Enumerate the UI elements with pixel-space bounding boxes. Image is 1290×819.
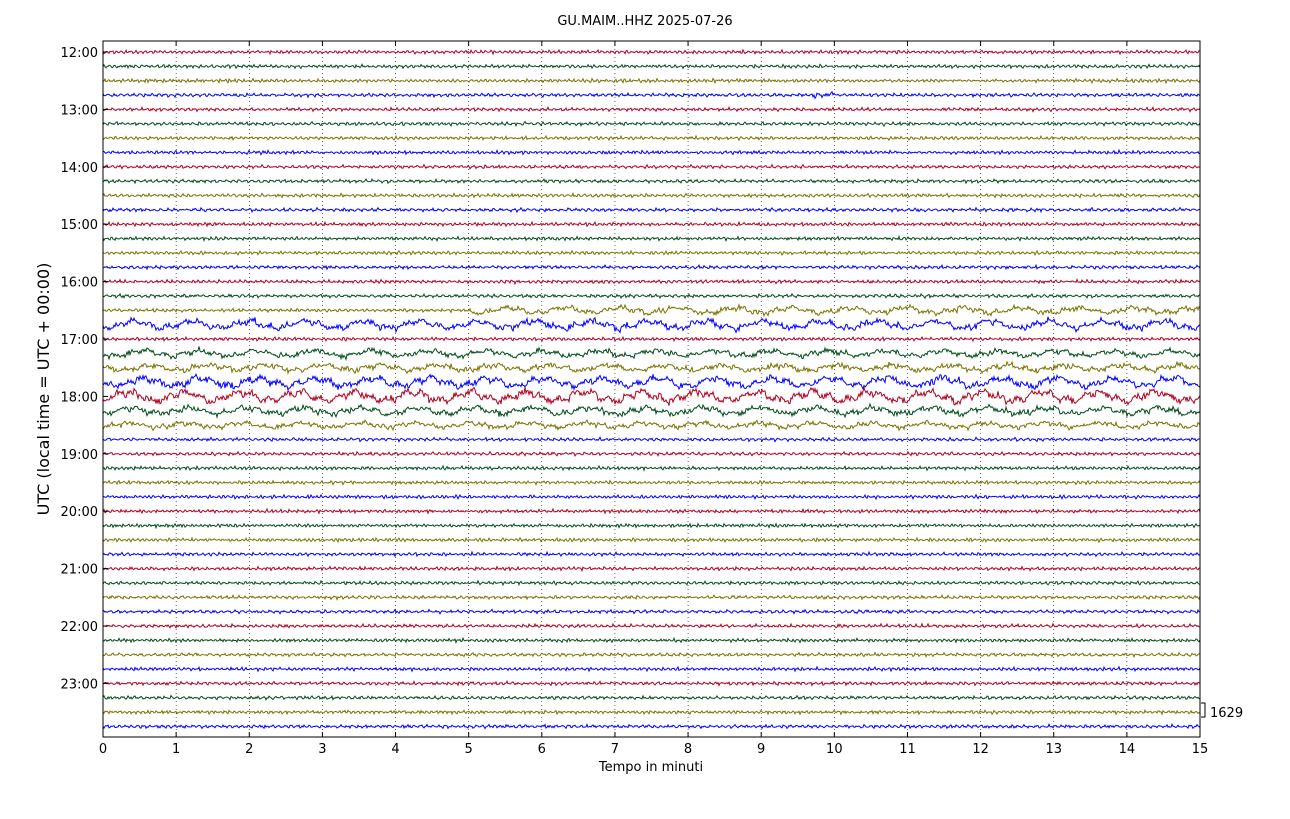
- trace-row-29: [102, 464, 1201, 472]
- x-tick-label-1: 1: [172, 742, 180, 757]
- y-tick-label-12:00: 12:00: [61, 46, 98, 61]
- trace-row-0: [102, 48, 1201, 56]
- x-tick-label-13: 13: [1045, 742, 1062, 757]
- trace-row-19: [102, 315, 1201, 334]
- y-tick-label-15:00: 15:00: [61, 218, 98, 233]
- trace-row-7: [102, 148, 1201, 156]
- trace-row-5: [102, 120, 1201, 128]
- x-tick-label-5: 5: [465, 742, 473, 757]
- y-tick-label-19:00: 19:00: [61, 448, 98, 463]
- trace-row-18: [102, 302, 1201, 318]
- trace-row-39: [102, 608, 1201, 616]
- trace-row-33: [102, 522, 1201, 530]
- trace-row-20: [102, 335, 1201, 343]
- x-axis-ticks: 0 1 2 3 4 5 6 7 8 9 10 11 12 13 14 15: [99, 41, 1208, 757]
- trace-row-14: [102, 249, 1200, 257]
- trace-row-10: [102, 192, 1201, 199]
- x-tick-label-8: 8: [684, 742, 692, 757]
- amplitude-scale-bar: 1629: [1201, 702, 1243, 721]
- trace-row-45: [102, 694, 1201, 702]
- seismic-traces: [102, 48, 1201, 730]
- x-tick-label-3: 3: [318, 742, 326, 757]
- trace-row-15: [102, 263, 1201, 271]
- trace-row-25: [102, 402, 1201, 420]
- trace-row-46: [102, 709, 1201, 716]
- trace-row-11: [102, 206, 1201, 214]
- trace-row-41: [102, 636, 1201, 644]
- y-tick-label-21:00: 21:00: [61, 563, 98, 578]
- y-tick-label-16:00: 16:00: [61, 276, 98, 291]
- trace-row-30: [102, 479, 1201, 486]
- trace-row-37: [102, 579, 1200, 587]
- trace-row-36: [102, 565, 1201, 573]
- trace-row-31: [103, 493, 1201, 501]
- scale-label: 1629: [1210, 706, 1243, 721]
- x-tick-label-14: 14: [1119, 742, 1136, 757]
- y-tick-label-14:00: 14:00: [61, 161, 98, 176]
- trace-row-12: [102, 220, 1201, 228]
- trace-row-42: [102, 651, 1201, 659]
- y-axis-label: UTC (local time = UTC + 00:00): [34, 263, 53, 516]
- y-tick-label-18:00: 18:00: [61, 390, 98, 405]
- trace-row-2: [102, 77, 1201, 85]
- y-tick-label-23:00: 23:00: [61, 677, 98, 692]
- trace-row-8: [102, 163, 1201, 171]
- y-tick-label-22:00: 22:00: [61, 620, 98, 635]
- trace-row-24: [102, 386, 1201, 406]
- trace-row-28: [102, 450, 1201, 458]
- trace-row-21: [102, 346, 1201, 362]
- x-tick-label-7: 7: [611, 742, 619, 757]
- chart-title: GU.MAIM..HHZ 2025-07-26: [557, 14, 732, 29]
- trace-row-27: [102, 435, 1201, 443]
- x-tick-label-0: 0: [99, 742, 107, 757]
- x-axis-label: Tempo in minuti: [598, 760, 703, 775]
- x-tick-label-11: 11: [899, 742, 916, 757]
- x-tick-label-6: 6: [538, 742, 546, 757]
- grid-lines: [175, 41, 1128, 737]
- y-tick-label-20:00: 20:00: [61, 505, 98, 520]
- x-tick-label-15: 15: [1192, 742, 1209, 757]
- y-tick-label-17:00: 17:00: [61, 333, 98, 348]
- trace-row-40: [102, 622, 1201, 629]
- trace-row-3: [102, 90, 1201, 100]
- trace-row-23: [102, 372, 1201, 392]
- trace-row-44: [102, 680, 1201, 687]
- trace-row-17: [102, 292, 1201, 300]
- trace-row-34: [102, 536, 1201, 544]
- trace-row-22: [102, 360, 1201, 375]
- trace-row-26: [102, 419, 1201, 432]
- trace-row-32: [102, 507, 1201, 515]
- trace-row-35: [102, 550, 1201, 558]
- y-axis-ticks: 12:00 13:00 14:00 15:00 16:00 17:00 18:00 19:00…: [61, 46, 108, 692]
- x-tick-label-4: 4: [391, 742, 399, 757]
- trace-row-13: [102, 234, 1201, 243]
- y-tick-label-13:00: 13:00: [61, 103, 98, 118]
- plot-frame: [102, 40, 1201, 738]
- trace-row-4: [102, 105, 1201, 113]
- x-tick-label-12: 12: [972, 742, 989, 757]
- trace-row-43: [102, 665, 1201, 673]
- x-tick-label-9: 9: [757, 742, 765, 757]
- x-tick-label-10: 10: [826, 742, 843, 757]
- trace-row-16: [102, 278, 1201, 286]
- trace-row-38: [102, 593, 1201, 601]
- x-tick-label-2: 2: [245, 742, 253, 757]
- trace-row-9: [102, 177, 1201, 185]
- trace-row-47: [102, 722, 1201, 730]
- trace-row-1: [102, 63, 1201, 70]
- trace-row-6: [102, 134, 1201, 142]
